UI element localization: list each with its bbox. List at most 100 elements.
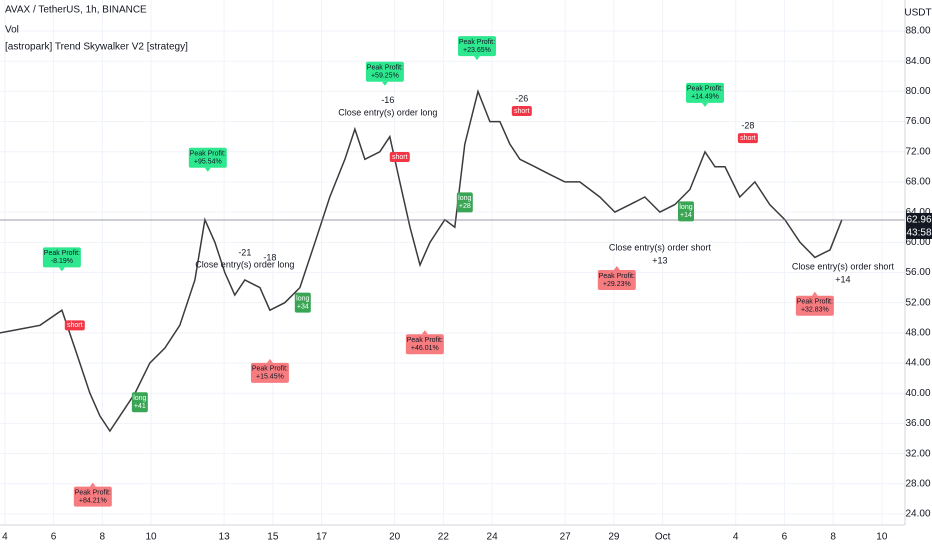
red-label-box — [405, 334, 444, 355]
annotation-text: short — [740, 135, 756, 142]
pointer — [266, 358, 273, 363]
x-tick-label: 4 — [2, 532, 8, 543]
annotation: short — [511, 106, 532, 117]
annotation: +14 — [835, 274, 850, 284]
annotation: Close entry(s) order short — [792, 262, 895, 272]
short-label-box — [737, 133, 758, 144]
y-tick-label: 84.00 — [905, 56, 930, 67]
annotation: Peak Profit:+95.54% — [188, 147, 227, 172]
green-label-box — [42, 247, 81, 268]
annotation-text: -8.19% — [51, 258, 73, 265]
price-tag-label: 62.96 — [906, 215, 931, 226]
pointer — [473, 56, 480, 61]
annotation-text: +15.45% — [256, 374, 284, 381]
x-tick-label: 17 — [316, 532, 328, 543]
pointer — [701, 102, 708, 107]
annotation-text: Peak Profit: — [252, 366, 288, 373]
pointer — [421, 330, 428, 335]
annotation: Peak Profit:+23.65% — [457, 36, 496, 61]
annotation-text: Peak Profit: — [459, 39, 495, 46]
annotation-text: +34 — [297, 304, 309, 311]
annotation-text: Close entry(s) order short — [792, 262, 895, 272]
indicator: [astropark] Trend Skywalker V2 [strategy… — [5, 42, 188, 53]
annotation-text: +14.49% — [691, 94, 719, 101]
y-tick-label: 48.00 — [905, 328, 930, 339]
green-label-box — [188, 147, 227, 168]
annotation: short — [389, 152, 410, 163]
axes: 24.00 28.00 32.00 36.00 40.00 44.00 48.00 52.00… — [2, 26, 932, 543]
annotation-text: +14 — [835, 274, 850, 284]
countdown-tag — [906, 226, 932, 239]
x-tick-label: 10 — [876, 532, 888, 543]
pointer — [204, 167, 211, 172]
x-tick-label: 24 — [487, 532, 499, 543]
short-label-box — [389, 152, 410, 163]
annotation-text: +13 — [652, 256, 667, 266]
annotation: -21 — [238, 247, 251, 257]
red-label-box — [73, 486, 112, 507]
annotation: long+34 — [294, 292, 311, 313]
green-label-box — [457, 36, 496, 57]
annotation-text: +28 — [459, 203, 471, 210]
y-tick-label: 28.00 — [905, 478, 930, 489]
annotation-text: Peak Profit: — [797, 299, 833, 306]
green-label-box — [685, 82, 724, 103]
annotation: Close entry(s) order long — [195, 259, 294, 269]
x-tick-label: 15 — [267, 532, 279, 543]
annotation-text: Close entry(s) order long — [338, 108, 437, 118]
annotation-text: long — [458, 195, 471, 202]
annotation-text: -26 — [515, 93, 528, 103]
annotation-text: Peak Profit: — [407, 337, 443, 344]
y-tick-label: 76.00 — [905, 116, 930, 127]
x-tick-label: 6 — [51, 532, 57, 543]
annotation-text: Peak Profit: — [599, 273, 635, 280]
long-label-box — [131, 392, 148, 413]
y-tick-label: 64.00 — [905, 207, 930, 218]
annotation-text: +29.23% — [603, 281, 631, 288]
annotation-text: +95.54% — [194, 159, 222, 166]
indicator: Vol — [5, 25, 19, 36]
y-tick-label: 44.00 — [905, 358, 930, 369]
y-tick-label: 52.00 — [905, 297, 930, 308]
short-label-box — [511, 106, 532, 117]
annotation: Peak Profit:-8.19% — [42, 247, 81, 272]
annotation: Peak Profit:+46.01% — [405, 330, 444, 355]
annotation-text: +14 — [680, 212, 692, 219]
annotation-text: Peak Profit: — [367, 65, 403, 72]
annotation-text: -16 — [381, 95, 394, 105]
annotation: Close entry(s) order long — [338, 108, 437, 118]
y-tick-label: 88.00 — [905, 26, 930, 37]
y-tick-label: 56.00 — [905, 267, 930, 278]
annotation-text: Close entry(s) order long — [195, 259, 294, 269]
y-tick-label: 32.00 — [905, 448, 930, 459]
green-label-box — [365, 61, 404, 82]
annotation: -28 — [741, 120, 754, 130]
red-label-box — [795, 295, 834, 316]
x-tick-label: 20 — [389, 532, 401, 543]
annotation-text: Close entry(s) order short — [609, 243, 712, 253]
annotation: short — [737, 133, 758, 144]
annotation: -26 — [515, 93, 528, 103]
long-label-box — [677, 201, 694, 222]
annotation: long+28 — [456, 192, 473, 213]
pointer — [811, 291, 818, 296]
annotation: Close entry(s) order short — [609, 243, 712, 253]
y-tick-label: 40.00 — [905, 388, 930, 399]
x-tick-label: 8 — [830, 532, 836, 543]
annotation-text: -28 — [741, 120, 754, 130]
price-line — [0, 88, 843, 433]
annotation-text: long — [133, 395, 146, 402]
annotation: short — [64, 320, 85, 331]
annotation-text: long — [296, 296, 309, 303]
plot: Peak Profit:-8.19%Peak Profit:+95.54%Pea… — [0, 36, 905, 507]
y-tick-label: 72.00 — [905, 146, 930, 157]
x-tick-label: 27 — [560, 532, 572, 543]
x-tick-label: 8 — [100, 532, 106, 543]
annotation: Peak Profit:+29.23% — [597, 266, 636, 291]
annotation: +13 — [652, 256, 667, 266]
annotation: Peak Profit:+32.83% — [795, 291, 834, 316]
red-label-box — [597, 270, 636, 291]
annotation-text: short — [392, 154, 408, 161]
annotation-text: +46.01% — [411, 345, 439, 352]
